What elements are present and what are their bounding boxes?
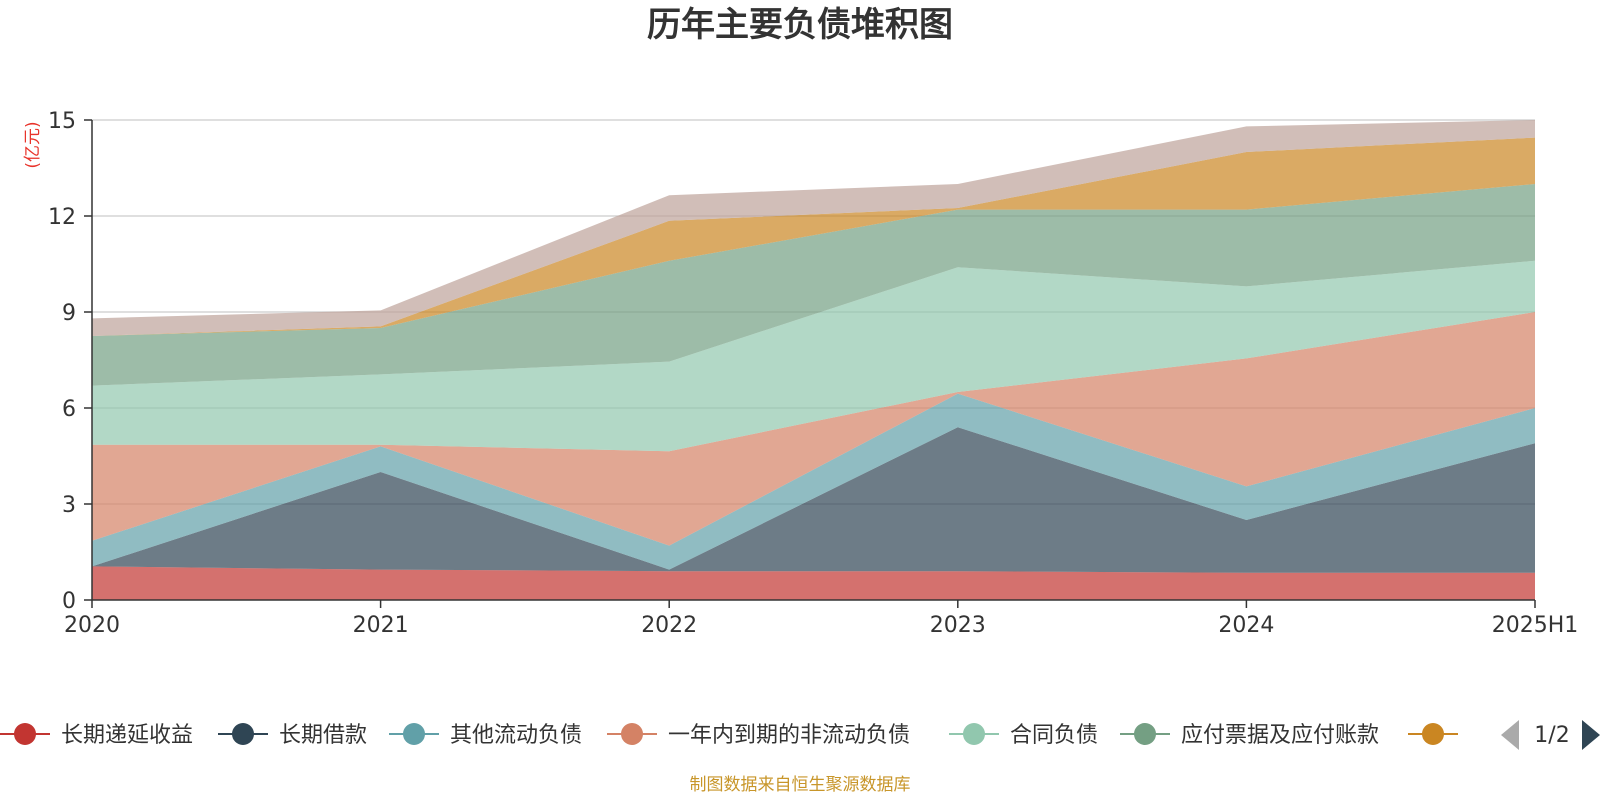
y-tick-label: 3	[62, 493, 76, 518]
area-series-7[interactable]	[92, 137, 1535, 336]
legend-prev-page-icon[interactable]	[1501, 720, 1519, 750]
x-tick-label: 2021	[353, 613, 409, 638]
axes: 0 3 6 9 12 15 2020 2021 2022 2023 2024 2025H1	[48, 109, 1578, 638]
legend-label: 应付票据及应付账款	[1181, 723, 1379, 748]
x-tick-label: 2022	[641, 613, 697, 638]
legend-item-7[interactable]	[1408, 723, 1458, 745]
area-series	[92, 120, 1535, 600]
area-series-2[interactable]	[92, 427, 1535, 573]
y-tick-label: 9	[62, 301, 76, 326]
x-tick-label: 2020	[64, 613, 120, 638]
legend-label: 一年内到期的非流动负债	[668, 723, 910, 748]
legend-pager: 1/2	[1501, 720, 1600, 750]
legend-marker-icon	[963, 723, 985, 745]
legend-marker-icon	[1422, 723, 1444, 745]
legend-marker-icon	[1134, 723, 1156, 745]
legend-item-6[interactable]: 应付票据及应付账款	[1120, 723, 1379, 748]
legend-marker-icon	[14, 723, 36, 745]
y-tick-label: 15	[48, 109, 76, 134]
legend-label: 其他流动负债	[450, 723, 582, 748]
legend: 长期递延收益 长期借款 其他流动负债 一年内到期的非流动负债 合同负债 应付票据及应付账款	[0, 723, 1458, 748]
legend-item-4[interactable]: 一年内到期的非流动负债	[607, 723, 910, 748]
x-tick-label: 2025H1	[1492, 613, 1579, 638]
y-tick-label: 12	[48, 205, 76, 230]
y-tick-label: 0	[62, 589, 76, 614]
data-source-note: 制图数据来自恒生聚源数据库	[690, 775, 911, 795]
area-series-6[interactable]	[92, 184, 1535, 386]
area-series-5[interactable]	[92, 260, 1535, 452]
legend-label: 长期借款	[279, 723, 367, 748]
legend-label: 合同负债	[1010, 723, 1098, 748]
legend-next-page-icon[interactable]	[1582, 720, 1600, 750]
area-series-3[interactable]	[92, 393, 1535, 570]
legend-item-3[interactable]: 其他流动负债	[389, 723, 582, 748]
chart-title: 历年主要负债堆积图	[647, 5, 953, 45]
y-tick-label: 6	[62, 397, 76, 422]
legend-marker-icon	[232, 723, 254, 745]
legend-marker-icon	[403, 723, 425, 745]
area-series-4[interactable]	[92, 312, 1535, 546]
x-tick-label: 2024	[1218, 613, 1274, 638]
area-series-8[interactable]	[92, 120, 1535, 336]
legend-marker-icon	[621, 723, 643, 745]
legend-label: 长期递延收益	[61, 723, 193, 748]
legend-item-2[interactable]: 长期借款	[218, 723, 367, 748]
area-series-1[interactable]	[92, 566, 1535, 600]
legend-item-5[interactable]: 合同负债	[949, 723, 1098, 748]
x-tick-label: 2023	[930, 613, 986, 638]
y-axis-unit-label: (亿元)	[23, 121, 43, 168]
legend-item-1[interactable]: 长期递延收益	[0, 723, 193, 748]
legend-page-indicator: 1/2	[1534, 723, 1569, 748]
